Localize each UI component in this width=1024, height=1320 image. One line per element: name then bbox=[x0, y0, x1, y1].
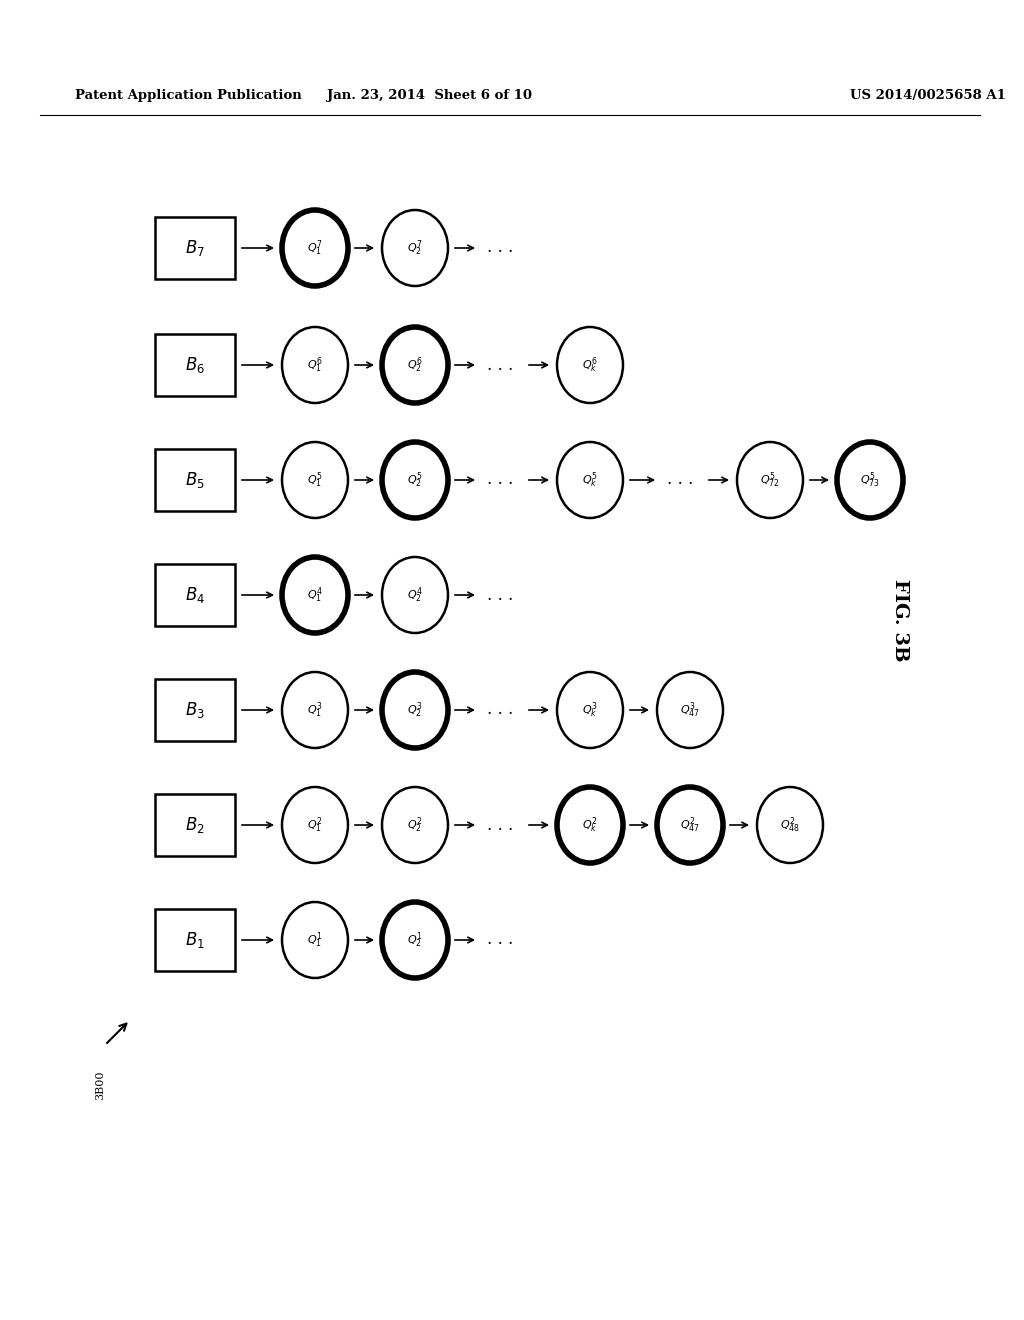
Text: $Q^{2}_{47}$: $Q^{2}_{47}$ bbox=[680, 816, 700, 834]
Ellipse shape bbox=[382, 327, 449, 403]
Bar bbox=[155, 216, 234, 279]
Text: $Q^{4}_{2}$: $Q^{4}_{2}$ bbox=[407, 585, 423, 605]
Text: $B_{4}$: $B_{4}$ bbox=[185, 585, 205, 605]
Ellipse shape bbox=[382, 787, 449, 863]
Text: $Q^{6}_{1}$: $Q^{6}_{1}$ bbox=[307, 355, 323, 375]
Text: . . .: . . . bbox=[486, 356, 513, 374]
Ellipse shape bbox=[282, 902, 348, 978]
Text: $Q^{6}_{2}$: $Q^{6}_{2}$ bbox=[408, 355, 423, 375]
Ellipse shape bbox=[382, 557, 449, 634]
Text: $B_{7}$: $B_{7}$ bbox=[185, 238, 205, 257]
Text: $B_{1}$: $B_{1}$ bbox=[185, 931, 205, 950]
Text: $Q^{2}_{2}$: $Q^{2}_{2}$ bbox=[408, 816, 423, 834]
Ellipse shape bbox=[557, 442, 623, 517]
Bar bbox=[155, 564, 234, 626]
Text: $B_{3}$: $B_{3}$ bbox=[185, 700, 205, 719]
Text: $Q^{5}_{72}$: $Q^{5}_{72}$ bbox=[760, 470, 780, 490]
Ellipse shape bbox=[557, 672, 623, 748]
Text: $B_{6}$: $B_{6}$ bbox=[185, 355, 205, 375]
Bar bbox=[155, 334, 234, 396]
Text: . . .: . . . bbox=[486, 932, 513, 949]
Text: $Q^{3}_{k}$: $Q^{3}_{k}$ bbox=[582, 700, 598, 719]
Ellipse shape bbox=[382, 210, 449, 286]
Ellipse shape bbox=[757, 787, 823, 863]
Ellipse shape bbox=[282, 210, 348, 286]
Ellipse shape bbox=[282, 442, 348, 517]
Text: $Q^{5}_{k}$: $Q^{5}_{k}$ bbox=[582, 470, 598, 490]
Bar bbox=[155, 909, 234, 972]
Text: $Q^{6}_{k}$: $Q^{6}_{k}$ bbox=[582, 355, 598, 375]
Text: . . .: . . . bbox=[486, 817, 513, 833]
Text: $Q^{5}_{1}$: $Q^{5}_{1}$ bbox=[307, 470, 323, 490]
Ellipse shape bbox=[282, 672, 348, 748]
Ellipse shape bbox=[837, 442, 903, 517]
Text: $Q^{3}_{2}$: $Q^{3}_{2}$ bbox=[408, 700, 423, 719]
Ellipse shape bbox=[382, 902, 449, 978]
Text: 3B00: 3B00 bbox=[95, 1071, 105, 1100]
Text: Patent Application Publication: Patent Application Publication bbox=[75, 88, 302, 102]
Text: FIG. 3B: FIG. 3B bbox=[891, 579, 909, 661]
Text: $Q^{7}_{2}$: $Q^{7}_{2}$ bbox=[408, 238, 423, 257]
Text: $Q^{5}_{73}$: $Q^{5}_{73}$ bbox=[860, 470, 880, 490]
Bar bbox=[155, 678, 234, 741]
Text: US 2014/0025658 A1: US 2014/0025658 A1 bbox=[850, 88, 1006, 102]
Ellipse shape bbox=[282, 557, 348, 634]
Bar bbox=[155, 449, 234, 511]
Text: $Q^{1}_{2}$: $Q^{1}_{2}$ bbox=[408, 931, 423, 950]
Text: $B_{2}$: $B_{2}$ bbox=[185, 814, 205, 836]
Text: $B_{5}$: $B_{5}$ bbox=[185, 470, 205, 490]
Ellipse shape bbox=[557, 327, 623, 403]
Text: $Q^{2}_{k}$: $Q^{2}_{k}$ bbox=[583, 816, 598, 834]
Text: $Q^{1}_{1}$: $Q^{1}_{1}$ bbox=[307, 931, 323, 950]
Ellipse shape bbox=[557, 787, 623, 863]
Text: . . .: . . . bbox=[667, 471, 693, 488]
Text: $Q^{7}_{1}$: $Q^{7}_{1}$ bbox=[307, 238, 323, 257]
Text: $Q^{5}_{2}$: $Q^{5}_{2}$ bbox=[408, 470, 423, 490]
Text: $Q^{2}_{48}$: $Q^{2}_{48}$ bbox=[780, 816, 800, 834]
Ellipse shape bbox=[282, 787, 348, 863]
Text: Jan. 23, 2014  Sheet 6 of 10: Jan. 23, 2014 Sheet 6 of 10 bbox=[328, 88, 532, 102]
Text: $Q^{2}_{1}$: $Q^{2}_{1}$ bbox=[307, 816, 323, 834]
Text: . . .: . . . bbox=[486, 239, 513, 256]
Text: $Q^{3}_{1}$: $Q^{3}_{1}$ bbox=[307, 700, 323, 719]
Text: . . .: . . . bbox=[486, 471, 513, 488]
Text: $Q^{3}_{47}$: $Q^{3}_{47}$ bbox=[680, 700, 700, 719]
Ellipse shape bbox=[657, 787, 723, 863]
Ellipse shape bbox=[282, 327, 348, 403]
Ellipse shape bbox=[382, 442, 449, 517]
Text: . . .: . . . bbox=[486, 701, 513, 718]
Ellipse shape bbox=[737, 442, 803, 517]
Text: $Q^{4}_{1}$: $Q^{4}_{1}$ bbox=[307, 585, 323, 605]
Text: . . .: . . . bbox=[486, 586, 513, 603]
Bar bbox=[155, 795, 234, 855]
Ellipse shape bbox=[382, 672, 449, 748]
Ellipse shape bbox=[657, 672, 723, 748]
